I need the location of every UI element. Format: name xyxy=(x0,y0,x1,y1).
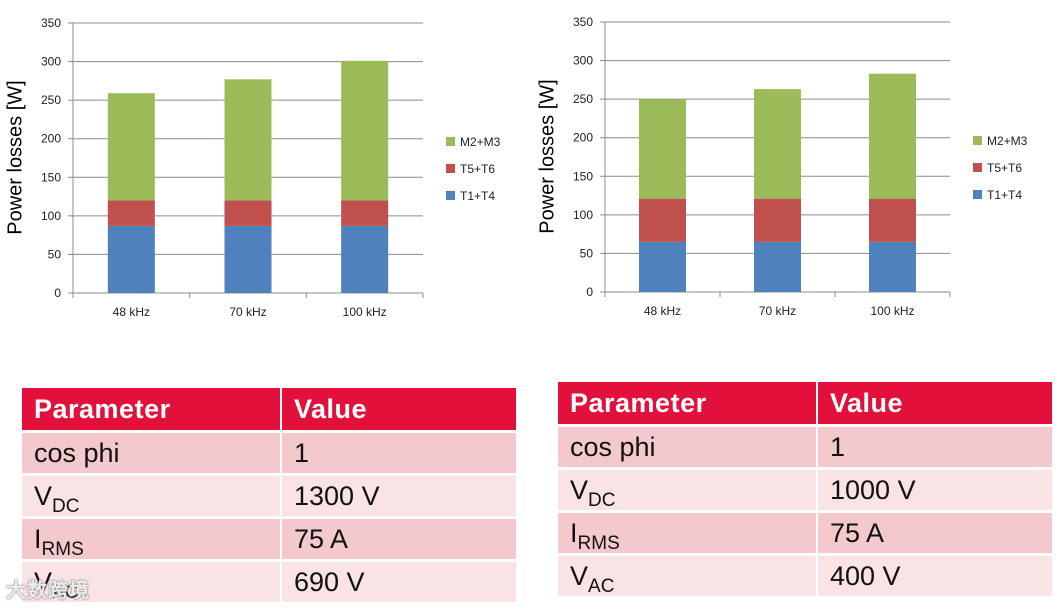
value-cell: 690 V xyxy=(280,562,516,602)
y-tick-label: 300 xyxy=(573,54,593,68)
legend-swatch xyxy=(973,190,982,199)
x-tick-label: 70 kHz xyxy=(759,304,796,318)
table-row: IRMS 75 A xyxy=(558,513,1052,553)
param-cell: IRMS xyxy=(22,519,280,559)
legend-label: T5+T6 xyxy=(987,160,1023,175)
table-row: IRMS 75 A xyxy=(22,519,516,559)
y-tick-label: 0 xyxy=(54,286,61,300)
bar-segment-t5-t6 xyxy=(869,198,916,242)
bar-segment-t5-t6 xyxy=(639,198,686,242)
bar-segment-t1-t4 xyxy=(754,241,801,292)
param-cell: VDC xyxy=(22,476,280,516)
param-header: Parameter xyxy=(558,382,816,424)
param-cell: VAC xyxy=(22,562,280,602)
x-tick-label: 70 kHz xyxy=(229,305,266,319)
param-cell: VAC xyxy=(558,556,816,596)
table-row: cos phi 1 xyxy=(22,433,516,473)
legend-item: M2+M3 xyxy=(446,128,500,155)
y-tick-label: 150 xyxy=(41,170,61,184)
legend-item: M2+M3 xyxy=(973,127,1027,154)
legend-swatch xyxy=(446,164,455,173)
legend-item: T5+T6 xyxy=(446,155,500,182)
legend-label: T1+T4 xyxy=(987,187,1023,202)
legend-label: M2+M3 xyxy=(987,133,1028,148)
right-chart: 0 50 100 150 200 250 300 350 48 kHz 70 kHz 100 kHz… xyxy=(530,0,1060,340)
legend-swatch xyxy=(973,136,982,145)
x-tick-label: 100 kHz xyxy=(343,305,387,319)
bar-segment-m2-m3 xyxy=(639,99,686,199)
bar-segment-t1-t4 xyxy=(639,241,686,292)
value-cell: 75 A xyxy=(280,519,516,559)
y-tick-label: 150 xyxy=(573,169,593,183)
right-parameter-table: Parameter Value cos phi 1 VDC 1000 V IRM… xyxy=(558,379,1052,599)
y-tick-label: 100 xyxy=(41,209,61,223)
watermark-text: 大数跨境 xyxy=(6,580,90,602)
legend-item: T1+T4 xyxy=(446,182,500,209)
bar-segment-m2-m3 xyxy=(754,89,801,199)
left-chart: 0 50 100 150 200 250 300 350 48 kHz 70 kHz 100 kHz… xyxy=(0,0,530,340)
legend-swatch xyxy=(446,137,455,146)
table-row: VDC 1000 V xyxy=(558,470,1052,510)
table-row: VDC 1300 V xyxy=(22,476,516,516)
legend-item: T1+T4 xyxy=(973,181,1027,208)
param-cell: cos phi xyxy=(22,433,280,473)
value-cell: 75 A xyxy=(816,513,1052,553)
value-cell: 1000 V xyxy=(816,470,1052,510)
right-chart-svg: 0 50 100 150 200 250 300 350 48 kHz 70 kHz 100 kHz xyxy=(573,15,951,318)
y-tick-label: 250 xyxy=(573,92,593,106)
bar-segment-m2-m3 xyxy=(869,73,916,199)
legend-item: T5+T6 xyxy=(973,154,1027,181)
legend-swatch xyxy=(446,191,455,200)
legend-swatch xyxy=(973,163,982,172)
value-cell: 400 V xyxy=(816,556,1052,596)
y-tick-label: 200 xyxy=(41,132,61,146)
param-header: Parameter xyxy=(22,388,280,430)
y-tick-label: 50 xyxy=(580,246,594,260)
x-tick-label: 100 kHz xyxy=(870,304,914,318)
value-cell: 1300 V xyxy=(280,476,516,516)
value-header: Value xyxy=(816,382,1052,424)
table-row: cos phi 1 xyxy=(558,427,1052,467)
y-tick-label: 200 xyxy=(573,131,593,145)
right-chart-legend: M2+M3 T5+T6 T1+T4 xyxy=(973,127,1027,208)
y-tick-label: 350 xyxy=(573,15,593,29)
y-tick-label: 0 xyxy=(586,285,593,299)
bar-segment-t5-t6 xyxy=(754,198,801,242)
y-tick-label: 100 xyxy=(573,208,593,222)
y-tick-label: 300 xyxy=(41,55,61,69)
value-cell: 1 xyxy=(280,433,516,473)
left-chart-svg: 0 50 100 150 200 250 300 350 48 kHz 70 kHz 100 kHz xyxy=(41,16,424,319)
table-header-row: Parameter Value xyxy=(22,388,516,430)
bar-segment-t5-t6 xyxy=(224,200,272,226)
bar-segment-t1-t4 xyxy=(869,241,916,292)
left-parameter-table: Parameter Value cos phi 1 VDC 1300 V IRM… xyxy=(22,385,516,605)
bar-segment-m2-m3 xyxy=(341,60,389,201)
bar-segment-t1-t4 xyxy=(107,225,155,293)
bar-segment-t5-t6 xyxy=(341,200,389,226)
x-tick-label: 48 kHz xyxy=(644,304,681,318)
right-chart-ylabel: Power losses [W] xyxy=(536,79,559,234)
y-tick-label: 250 xyxy=(41,93,61,107)
param-cell: IRMS xyxy=(558,513,816,553)
value-header: Value xyxy=(280,388,516,430)
value-cell: 1 xyxy=(816,427,1052,467)
bar-segment-m2-m3 xyxy=(107,93,155,201)
x-tick-label: 48 kHz xyxy=(113,305,150,319)
left-chart-ylabel: Power losses [W] xyxy=(4,80,27,235)
param-cell: VDC xyxy=(558,470,816,510)
bar-segment-t5-t6 xyxy=(107,200,155,226)
legend-label: M2+M3 xyxy=(460,134,501,149)
bar-segment-m2-m3 xyxy=(224,79,272,201)
table-row: VAC 690 V xyxy=(22,562,516,602)
bar-segment-t1-t4 xyxy=(224,225,272,293)
y-tick-label: 350 xyxy=(41,16,61,30)
bar-segment-t1-t4 xyxy=(341,225,389,293)
legend-label: T1+T4 xyxy=(460,188,496,203)
left-chart-legend: M2+M3 T5+T6 T1+T4 xyxy=(446,128,500,209)
table-row: VAC 400 V xyxy=(558,556,1052,596)
param-cell: cos phi xyxy=(558,427,816,467)
y-tick-label: 50 xyxy=(48,247,62,261)
table-header-row: Parameter Value xyxy=(558,382,1052,424)
legend-label: T5+T6 xyxy=(460,161,496,176)
